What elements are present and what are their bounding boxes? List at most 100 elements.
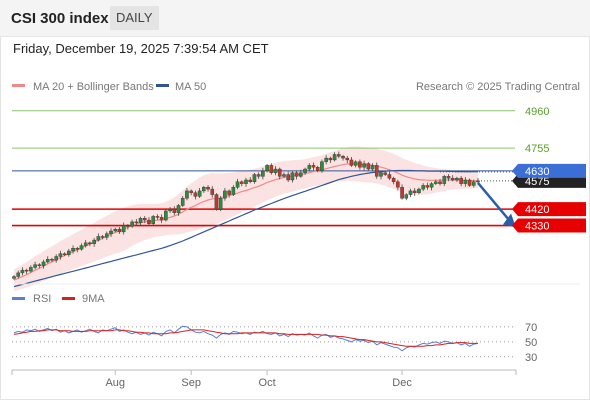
candle xyxy=(282,172,286,178)
candle-body xyxy=(459,177,463,184)
x-tick-label-aug: Aug xyxy=(105,377,125,389)
candle xyxy=(202,185,206,193)
candle-body xyxy=(429,183,434,188)
level-tag-4330: 4330 xyxy=(525,221,549,233)
candle-body xyxy=(235,181,240,188)
candle xyxy=(345,155,350,164)
candle-body xyxy=(273,168,278,173)
rsi-tick-30: 30 xyxy=(525,352,537,364)
forecast-arrow-shaft xyxy=(477,182,513,225)
candle xyxy=(324,155,328,165)
candle-body xyxy=(88,242,92,245)
candle-body xyxy=(134,221,139,224)
candle-body xyxy=(320,161,324,172)
candle xyxy=(358,159,362,170)
candle xyxy=(429,182,434,191)
candle-body xyxy=(126,225,130,227)
candle-body xyxy=(41,261,46,266)
candle-body xyxy=(404,194,409,199)
candle xyxy=(442,174,447,187)
candle-body xyxy=(341,156,345,159)
candle-body xyxy=(58,253,63,257)
candle xyxy=(455,176,459,182)
candle-body xyxy=(37,264,42,266)
candle xyxy=(223,187,227,201)
candle-body xyxy=(147,219,151,224)
candle-body xyxy=(261,170,265,177)
rsi-legend-label: RSI xyxy=(33,293,51,305)
candle-body xyxy=(189,190,193,193)
candle-body xyxy=(176,205,181,213)
candle xyxy=(142,216,147,224)
forecast-arrow-head xyxy=(503,213,516,228)
candle xyxy=(12,275,16,280)
candle-body xyxy=(67,250,71,255)
candle xyxy=(147,217,151,226)
candle-body xyxy=(471,181,476,186)
candle-body xyxy=(138,218,143,223)
x-tick-label-oct: Oct xyxy=(259,377,276,389)
bollinger-bands xyxy=(14,146,478,292)
candle-body xyxy=(417,188,421,193)
candle-body xyxy=(265,165,269,172)
candle xyxy=(299,169,303,178)
candle xyxy=(235,178,240,190)
candle-body xyxy=(180,197,185,206)
candle-body xyxy=(71,248,75,252)
candle xyxy=(227,189,231,198)
candle xyxy=(387,171,392,181)
candle xyxy=(303,167,307,175)
candle xyxy=(349,157,354,167)
candle xyxy=(286,171,290,182)
candle-body xyxy=(383,172,388,175)
candle xyxy=(126,224,130,230)
candle-body xyxy=(396,181,400,188)
level-tag-4630-bg xyxy=(512,163,586,178)
candle xyxy=(277,167,282,180)
candle-body xyxy=(252,174,257,183)
candle xyxy=(218,196,223,212)
source-credit: Research © 2025 Trading Central xyxy=(416,81,580,93)
candle xyxy=(117,226,122,234)
candle-body xyxy=(324,157,328,162)
candle-body xyxy=(100,236,105,238)
candle xyxy=(24,268,29,275)
candle xyxy=(391,176,396,185)
candle-body xyxy=(24,269,29,272)
candle xyxy=(189,189,193,196)
candle-body xyxy=(244,179,248,184)
candle-body xyxy=(450,177,455,181)
candle xyxy=(400,184,404,200)
candle-body xyxy=(231,187,236,195)
candle xyxy=(366,162,371,171)
candle-body xyxy=(223,190,227,199)
candle-body xyxy=(358,161,362,168)
forecast-arrow xyxy=(440,171,516,228)
candle-body xyxy=(303,168,307,173)
candle xyxy=(16,270,21,279)
candle xyxy=(75,246,80,253)
candle-body xyxy=(366,163,371,170)
chart-title: CSI 300 index xyxy=(11,10,109,27)
candle xyxy=(261,167,265,180)
candle xyxy=(67,248,71,257)
candle-body xyxy=(159,217,164,221)
candle-body xyxy=(425,185,430,188)
candle xyxy=(113,227,118,233)
candle-body xyxy=(421,185,425,190)
candle xyxy=(134,218,139,225)
candle-body xyxy=(117,228,122,233)
candle-body xyxy=(227,190,231,195)
candle-body xyxy=(400,187,404,199)
candle xyxy=(193,190,198,200)
period-selector-button[interactable]: DAILY xyxy=(110,6,159,30)
candle xyxy=(33,261,37,270)
candle xyxy=(404,193,409,201)
candle xyxy=(214,193,219,211)
candle xyxy=(417,187,421,195)
candle xyxy=(176,204,181,216)
candle-body xyxy=(391,177,396,183)
candle xyxy=(425,182,430,190)
candle xyxy=(362,160,366,171)
candle-body xyxy=(434,181,438,184)
